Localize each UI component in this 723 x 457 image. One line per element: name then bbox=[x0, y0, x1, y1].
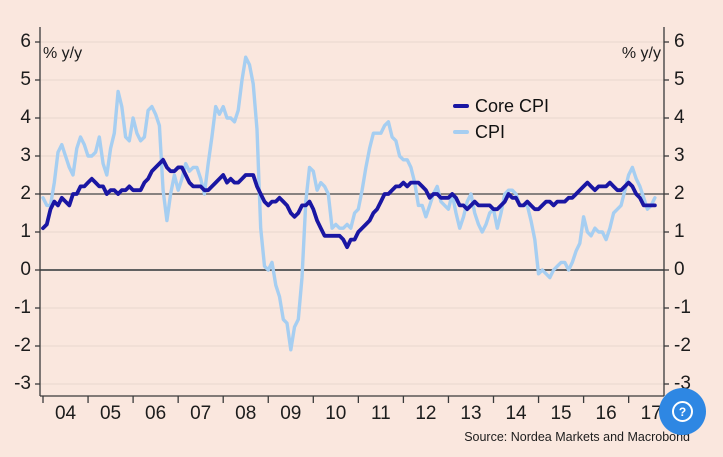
y-axis-label-right: 3 bbox=[674, 145, 685, 166]
x-axis-label: 08 bbox=[235, 403, 257, 424]
y-axis-label-right: 5 bbox=[674, 69, 685, 90]
legend-label-core-cpi: Core CPI bbox=[475, 95, 550, 116]
x-axis-label: 09 bbox=[280, 403, 302, 424]
chart-legend: Core CPI CPI bbox=[453, 95, 549, 147]
legend-label-cpi: CPI bbox=[475, 121, 506, 142]
y-axis-label-left: -1 bbox=[14, 297, 31, 318]
y-axis-label-right: 0 bbox=[674, 259, 685, 280]
x-axis-label: 13 bbox=[460, 403, 482, 424]
x-axis-label: 05 bbox=[99, 403, 122, 424]
core-cpi-line-swatch bbox=[453, 103, 469, 109]
y-axis-label-left: 6 bbox=[20, 31, 31, 52]
x-axis-label: 07 bbox=[190, 403, 212, 424]
y-axis-label-right: -2 bbox=[674, 335, 691, 356]
y-axis-label-left: 3 bbox=[20, 145, 31, 166]
y-axis-unit-right: % y/y bbox=[621, 45, 661, 62]
x-axis-label: 11 bbox=[371, 403, 391, 424]
y-axis-label-left: 0 bbox=[20, 259, 31, 280]
x-axis-label: 17 bbox=[640, 403, 662, 424]
legend-item-core-cpi[interactable]: Core CPI bbox=[453, 95, 549, 117]
source-attribution: Source: Nordea Markets and Macrobond bbox=[464, 430, 690, 444]
x-axis-label: 15 bbox=[550, 403, 572, 424]
x-axis-label: 04 bbox=[54, 403, 77, 424]
x-axis-label: 14 bbox=[505, 403, 527, 424]
y-axis-label-right: 2 bbox=[674, 183, 685, 204]
question-mark-icon: ? bbox=[672, 401, 693, 422]
x-axis-label: 12 bbox=[415, 403, 437, 424]
legend-item-cpi[interactable]: CPI bbox=[453, 121, 549, 143]
y-axis-label-right: 1 bbox=[674, 221, 685, 242]
y-axis-label-left: 4 bbox=[20, 107, 31, 128]
y-axis-label-left: 1 bbox=[20, 221, 31, 242]
y-axis-label-left: -3 bbox=[14, 373, 31, 394]
y-axis-label-left: 2 bbox=[20, 183, 31, 204]
y-axis-label-right: 4 bbox=[674, 107, 685, 128]
x-axis-label: 06 bbox=[145, 403, 167, 424]
y-axis-label-left: 5 bbox=[20, 69, 31, 90]
y-axis-label-right: 6 bbox=[674, 31, 685, 52]
cpi-line-swatch bbox=[453, 129, 469, 135]
x-axis-label: 10 bbox=[325, 403, 347, 424]
y-axis-unit-left: % y/y bbox=[43, 45, 83, 62]
y-axis-label-right: -1 bbox=[674, 297, 691, 318]
help-button[interactable]: ? bbox=[659, 388, 706, 435]
y-axis-label-left: -2 bbox=[14, 335, 31, 356]
x-axis-label: 16 bbox=[595, 403, 617, 424]
